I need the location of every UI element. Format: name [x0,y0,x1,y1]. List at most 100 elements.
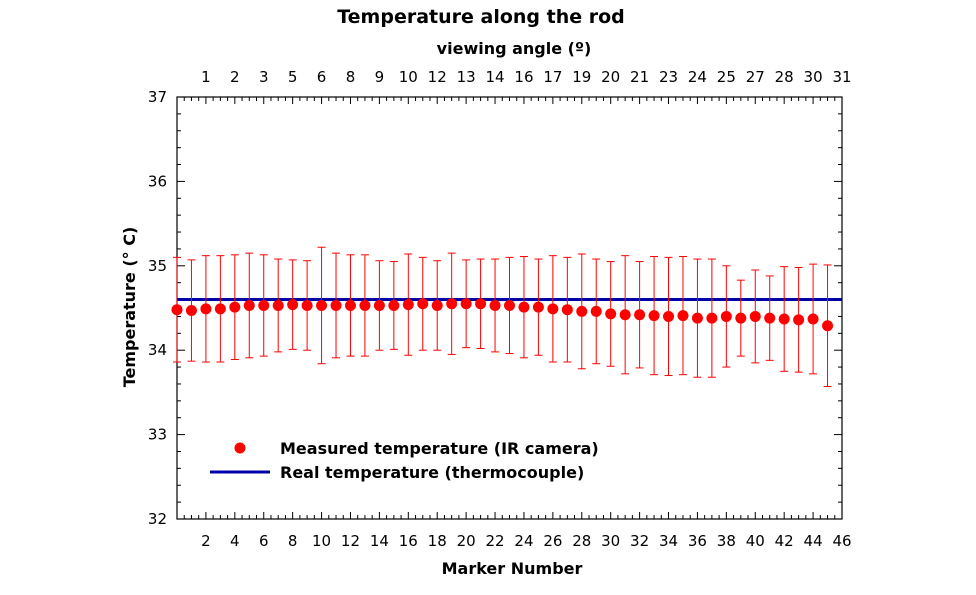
x-tick-label: 26 [543,532,562,550]
measured-point [330,299,342,311]
measured-point [460,298,472,310]
measured-point [344,299,356,311]
x2-tick-label: 23 [659,68,678,86]
x2-tick-label: 16 [514,68,533,86]
measured-point [735,312,747,324]
x2-tick-label: 6 [317,68,327,86]
x-tick-label: 32 [630,532,649,550]
measured-point [301,299,313,311]
x2-tick-label: 5 [288,68,298,86]
x-axis-title: Marker Number [442,559,583,578]
measured-point [663,310,675,322]
x-tick-label: 8 [288,532,298,550]
measured-point [532,301,544,313]
x-tick-label: 36 [688,532,707,550]
measured-point [417,298,429,310]
measured-point [287,299,299,311]
x-tick-label: 16 [399,532,418,550]
measured-point [388,299,400,311]
legend-label-real: Real temperature (thermocouple) [280,463,584,482]
x2-tick-label: 14 [485,68,504,86]
measured-point [749,310,761,322]
x2-tick-label: 31 [832,68,851,86]
top-axis-title: viewing angle (º) [437,39,592,58]
measured-point [691,312,703,324]
measured-point [807,313,819,325]
x2-tick-label: 8 [346,68,356,86]
x2-tick-label: 9 [375,68,385,86]
measured-point [185,305,197,317]
x2-tick-label: 24 [688,68,707,86]
measured-point [258,299,270,311]
x2-tick-label: 1 [201,68,211,86]
x-tick-label: 4 [230,532,240,550]
measured-point [446,298,458,310]
legend-marker-measured [234,442,246,454]
x-tick-label: 20 [457,532,476,550]
legend: Measured temperature (IR camera) Real te… [210,439,599,482]
measured-point [272,299,284,311]
x2-tick-label: 13 [457,68,476,86]
measured-point [706,312,718,324]
x-tick-label: 34 [659,532,678,550]
measured-point [402,299,414,311]
x-tick-label: 22 [485,532,504,550]
y-tick-label: 34 [148,341,167,359]
x2-tick-label: 21 [630,68,649,86]
measured-point [793,314,805,326]
measured-point [229,301,241,313]
measured-point [316,299,328,311]
measured-point [764,312,776,324]
plot-area: 2 4 6 8 10 12 14 16 18 20 22 24 26 28 30 32 34 36 38 40 42 44… [148,68,852,550]
measured-point [359,299,371,311]
measured-point [677,310,689,322]
x2-tick-label: 17 [543,68,562,86]
measured-point [171,304,183,316]
measured-point [605,308,617,320]
x2-tick-label: 10 [399,68,418,86]
x-tick-label: 6 [259,532,269,550]
measured-point [475,298,487,310]
measured-point [822,320,834,332]
x-tick-label: 2 [201,532,211,550]
measured-point [590,305,602,317]
x2-tick-label: 30 [804,68,823,86]
x-tick-label: 10 [312,532,331,550]
measured-point [243,299,255,311]
x-tick-label: 44 [804,532,823,550]
measured-point [431,299,443,311]
x2-tick-label: 25 [717,68,736,86]
y-tick-label: 37 [148,88,167,106]
x2-tick-label: 3 [259,68,269,86]
measured-point [489,299,501,311]
measured-point [720,310,732,322]
measured-point [619,309,631,321]
x2-tick-label: 28 [775,68,794,86]
measured-point [778,313,790,325]
measured-point [634,309,646,321]
x-tick-label: 14 [370,532,389,550]
measured-point [373,299,385,311]
x2-tick-label: 27 [746,68,765,86]
measured-point [518,301,530,313]
measured-point [648,310,660,322]
x-tick-label: 28 [572,532,591,550]
x-tick-label: 40 [746,532,765,550]
chart-title: Temperature along the rod [337,6,625,28]
x-tick-label: 24 [514,532,533,550]
measured-point [504,299,515,311]
x-tick-label: 38 [717,532,736,550]
x-tick-label: 18 [428,532,447,550]
x2-tick-label: 12 [428,68,447,86]
y-tick-label: 35 [148,257,167,275]
measured-point [561,304,573,316]
x-tick-label: 46 [832,532,851,550]
x2-tick-label: 20 [601,68,620,86]
legend-label-measured: Measured temperature (IR camera) [280,439,599,458]
x2-tick-label: 2 [230,68,240,86]
y-axis-title: Temperature (° C) [120,227,139,388]
measured-point [547,303,559,315]
y-tick-label: 32 [148,510,167,528]
